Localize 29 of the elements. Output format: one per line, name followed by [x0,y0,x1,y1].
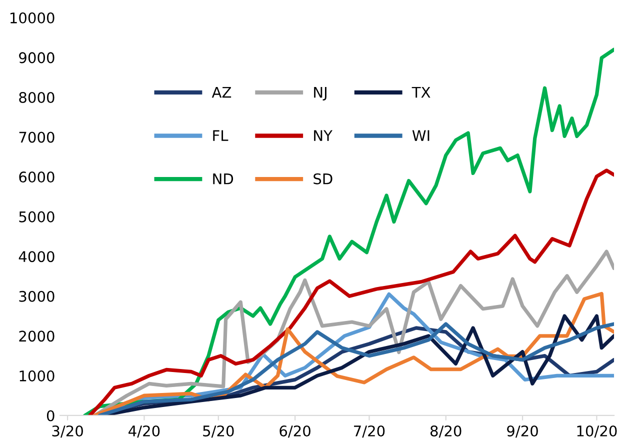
line-series [88,168,614,416]
y-tick-label: 0 [46,410,54,422]
x-tick-label: 6/20 [280,425,310,438]
x-tick-label: 7/20 [354,425,385,438]
y-tick-label: 7000 [19,132,54,143]
legend-label: NJ [314,86,326,100]
x-tick-label: 9/20 [507,425,538,438]
y-tick-label: 6000 [19,172,54,183]
x-tick-label: 10/20 [577,425,617,438]
line-series [92,250,614,416]
legend-label: WI [412,130,430,141]
y-tick-label: 4000 [18,251,54,262]
legend-label: AZ [212,86,232,98]
x-tick-label: 8/20 [430,425,462,438]
x-tick-label: 3/20 [52,425,83,438]
y-tick-label: 2000 [19,330,54,342]
y-tick-label: 9000 [19,52,54,64]
legend-label: FL [213,130,228,141]
x-tick-label: 4/20 [128,425,160,438]
legend-label: SD [314,173,332,184]
legend-label: NY [314,130,332,141]
legend-label: ND [213,174,234,184]
y-tick-label: 10000 [10,12,54,24]
x-tick-label: 5/20 [203,425,234,438]
y-tick-label: 1000 [20,370,54,382]
y-tick-label: 8000 [19,92,54,103]
legend-label: TX [412,86,430,98]
y-tick-label: 5000 [19,211,54,222]
y-tick-label: 3000 [19,290,54,302]
